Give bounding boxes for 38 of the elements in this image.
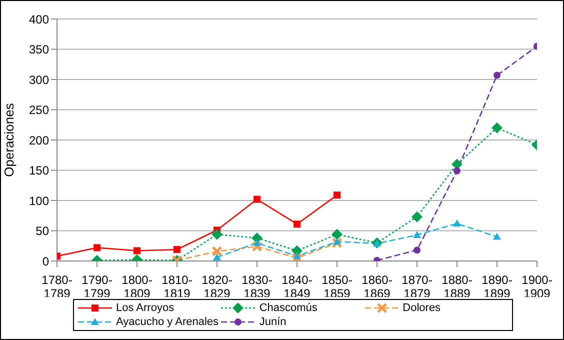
y-axis-title: Operaciones bbox=[2, 102, 17, 177]
point bbox=[94, 244, 100, 252]
point bbox=[493, 232, 501, 240]
point bbox=[134, 247, 140, 254]
y-tick-label: 250 bbox=[28, 103, 50, 118]
point bbox=[253, 238, 261, 246]
point bbox=[332, 238, 342, 248]
point bbox=[332, 228, 342, 240]
legend-label: Chascomús bbox=[259, 302, 318, 314]
legend-label: Junín bbox=[259, 316, 286, 328]
point bbox=[413, 230, 421, 238]
point bbox=[252, 241, 262, 252]
point bbox=[212, 246, 222, 257]
point bbox=[492, 122, 502, 134]
point bbox=[212, 228, 222, 240]
y-tick-label: 200 bbox=[28, 133, 50, 148]
legend-label: Ayacucho y Arenales bbox=[116, 316, 219, 328]
point bbox=[454, 167, 460, 174]
y-tick-label: 150 bbox=[28, 164, 50, 178]
y-tick-label: 350 bbox=[28, 42, 50, 57]
point bbox=[294, 220, 300, 228]
y-tick-label: 300 bbox=[28, 72, 50, 87]
point bbox=[333, 238, 341, 245]
y-tick-label: 50 bbox=[36, 224, 50, 238]
point bbox=[412, 211, 422, 222]
point bbox=[334, 192, 340, 199]
y-tick-label: 100 bbox=[28, 194, 50, 208]
point bbox=[254, 196, 260, 203]
y-tick-label: 400 bbox=[28, 12, 50, 26]
y-tick-label: 0 bbox=[42, 254, 50, 268]
point bbox=[174, 246, 180, 254]
legend-label: Los Arroyos bbox=[116, 302, 174, 314]
point bbox=[414, 246, 420, 254]
point bbox=[213, 253, 221, 260]
legend-label: Dolores bbox=[402, 302, 441, 314]
point bbox=[292, 245, 302, 256]
point bbox=[494, 72, 500, 79]
point bbox=[453, 219, 461, 226]
